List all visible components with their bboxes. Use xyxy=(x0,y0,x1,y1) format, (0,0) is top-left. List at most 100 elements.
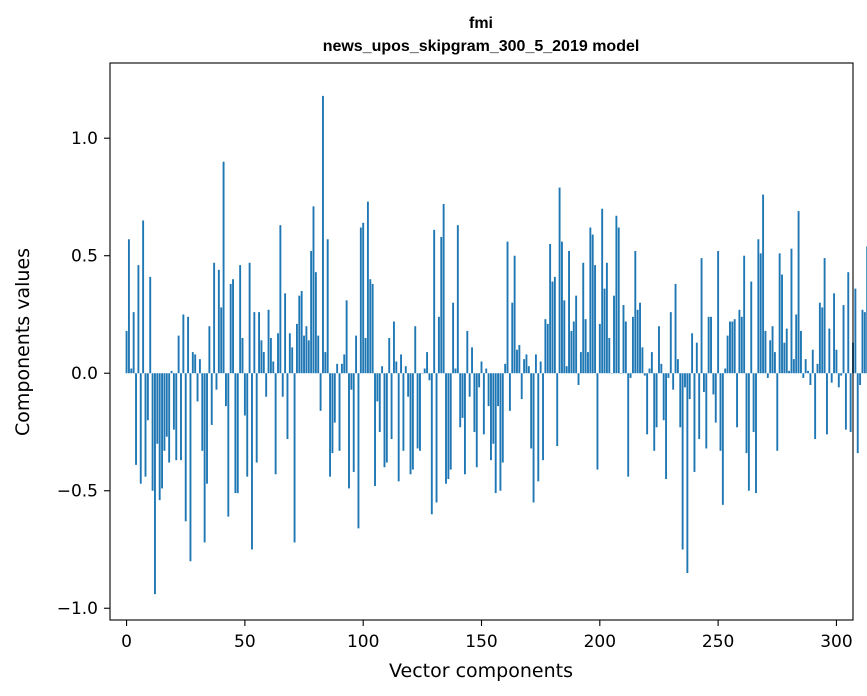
bar xyxy=(440,236,443,374)
bar xyxy=(520,373,523,400)
bar xyxy=(430,373,433,515)
y-tick-label: 1.0 xyxy=(71,129,98,149)
bar xyxy=(778,253,781,374)
bar xyxy=(154,373,156,595)
bar xyxy=(350,373,353,390)
bar xyxy=(603,288,606,374)
bar xyxy=(785,328,788,374)
bar xyxy=(142,220,145,374)
bar xyxy=(404,366,407,374)
bar xyxy=(284,293,287,374)
bar xyxy=(253,312,256,374)
bar xyxy=(220,307,223,374)
bar xyxy=(217,269,220,374)
bar xyxy=(570,330,573,374)
bar xyxy=(676,359,679,374)
bar xyxy=(338,373,341,451)
bar xyxy=(317,335,320,374)
bar xyxy=(717,251,720,374)
bar xyxy=(624,321,627,374)
x-tick-label: 50 xyxy=(234,632,256,652)
x-tick-label: 200 xyxy=(584,632,616,652)
bar xyxy=(414,326,417,374)
y-axis-label: Components values xyxy=(12,248,34,436)
bar xyxy=(816,363,819,374)
bar xyxy=(598,323,601,374)
bar xyxy=(272,361,275,374)
bar xyxy=(684,373,686,388)
bar xyxy=(319,373,322,411)
bar xyxy=(629,373,632,378)
bar xyxy=(681,373,684,550)
bar xyxy=(773,352,776,374)
bar xyxy=(293,373,296,543)
bar xyxy=(177,335,180,374)
bar xyxy=(622,305,625,374)
bar xyxy=(636,309,639,374)
bar xyxy=(736,373,738,428)
bar xyxy=(473,373,476,432)
bar xyxy=(184,373,187,522)
x-tick-label: 100 xyxy=(347,632,379,652)
bar xyxy=(783,342,786,374)
bar xyxy=(234,373,237,494)
bar xyxy=(849,373,852,432)
bar xyxy=(844,373,847,430)
bar xyxy=(393,321,395,374)
bar xyxy=(300,290,303,374)
bar xyxy=(835,349,838,374)
bar xyxy=(499,373,502,491)
bar xyxy=(196,373,199,402)
bar xyxy=(530,373,533,449)
y-tick-label: −0.5 xyxy=(57,482,98,502)
bar xyxy=(821,307,824,374)
bar xyxy=(508,373,511,411)
bar xyxy=(662,373,665,421)
bar xyxy=(653,373,656,451)
bar xyxy=(447,373,450,479)
bar xyxy=(437,316,440,374)
bar xyxy=(658,326,660,374)
bar xyxy=(144,373,147,477)
bar xyxy=(646,373,649,435)
bar xyxy=(766,373,769,378)
bar xyxy=(402,373,405,451)
bar xyxy=(617,227,620,374)
bar xyxy=(506,241,509,374)
bar xyxy=(700,258,703,374)
bar xyxy=(790,248,793,374)
bar xyxy=(733,319,736,374)
bar xyxy=(243,373,246,416)
bar xyxy=(579,352,582,374)
bar xyxy=(189,373,192,562)
bar xyxy=(565,366,568,374)
bar xyxy=(549,243,552,374)
bar xyxy=(232,279,234,374)
bar xyxy=(811,349,814,374)
bar xyxy=(255,373,258,463)
bar xyxy=(807,370,809,374)
bar xyxy=(856,373,859,454)
bar xyxy=(542,373,544,461)
bar xyxy=(553,276,556,374)
bar xyxy=(416,373,419,449)
bar xyxy=(501,373,504,463)
bar xyxy=(456,225,459,374)
bar xyxy=(248,262,251,374)
bar xyxy=(198,359,201,374)
bar xyxy=(208,326,211,374)
bar xyxy=(527,366,530,374)
bar xyxy=(788,370,791,374)
bar xyxy=(485,368,488,374)
bar xyxy=(740,316,743,374)
bar xyxy=(546,323,549,374)
bar xyxy=(523,359,526,374)
bar xyxy=(423,368,426,374)
bar xyxy=(409,373,412,475)
chart-title: fmi xyxy=(469,15,493,32)
bar xyxy=(222,161,225,374)
bar xyxy=(513,255,516,374)
bar xyxy=(518,345,521,374)
x-tick-label: 250 xyxy=(702,632,734,652)
